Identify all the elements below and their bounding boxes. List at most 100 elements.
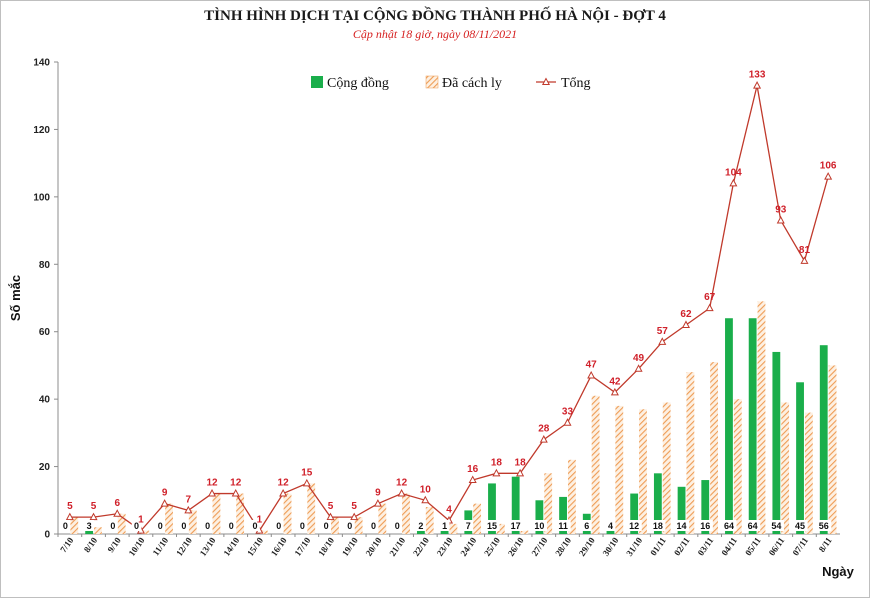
isolated-bar [117,513,126,534]
community-value-label: 0 [395,521,400,531]
isolated-bar [236,493,245,534]
community-label-bg [202,520,213,531]
total-value-label: 7 [186,494,192,505]
community-value-label: 7 [466,521,471,531]
y-tick-label: 120 [33,125,50,136]
community-value-label: 0 [134,521,139,531]
community-value-label: 4 [608,521,613,531]
community-label-bg [179,520,189,531]
total-marker [207,488,217,497]
isolated-bar [710,362,718,534]
community-value-label: 10 [534,521,544,531]
community-label-bg [131,520,142,531]
total-marker [184,505,193,514]
community-bar [488,483,496,534]
x-tick-label: 14/10 [221,535,241,558]
community-value-label: 0 [158,521,163,531]
community-value-label: 56 [819,521,829,531]
total-marker [160,499,169,507]
community-label-bg [745,520,761,531]
community-label-bg [416,520,426,531]
x-tick-label: 29/10 [577,535,597,558]
community-value-label: 6 [584,521,589,531]
community-label-bg [605,520,616,531]
x-tick-label: 26/10 [506,535,526,558]
legend-label-isolated: Đã cách ly [442,76,502,91]
chart-title: TÌNH HÌNH DỊCH TẠI CỘNG ĐỒNG THÀNH PHỐ H… [204,8,666,24]
x-tick-label: 11/10 [151,535,171,558]
total-value-label: 93 [775,204,787,215]
x-tick-label: 06/11 [767,535,787,558]
community-label-bg [297,520,308,531]
total-marker [587,370,596,379]
community-value-label: 3 [87,521,92,531]
legend-label-community: Cộng đồng [327,76,389,91]
isolated-bar [567,459,576,534]
x-tick-label: 28/10 [553,535,573,558]
total-value-label: 33 [562,407,574,418]
community-value-label: 0 [181,521,186,531]
y-tick-label: 20 [39,462,51,473]
legend-label-total: Tổng [561,76,591,91]
total-value-label: 62 [680,309,692,320]
community-value-label: 17 [511,521,521,531]
y-tick-label: 140 [33,58,50,69]
x-tick-label: 30/10 [601,535,621,558]
isolated-bar [307,483,316,534]
community-label-bg [531,520,547,531]
total-value-label: 4 [446,505,452,516]
total-value-label: 18 [515,457,527,468]
total-marker [89,512,98,521]
total-value-label: 16 [467,464,479,475]
isolated-bar [449,523,458,534]
total-marker [824,172,833,180]
community-label-bg [108,520,118,531]
x-tick-label: 9/10 [106,535,124,554]
x-tick-label: 07/11 [790,535,810,558]
isolated-bar [591,395,600,534]
total-value-label: 12 [278,478,290,489]
isolated-bar [686,372,695,534]
community-label-bg [368,520,379,531]
total-marker [65,512,74,521]
isolated-bar [378,503,387,534]
x-tick-label: 21/10 [387,535,407,558]
total-value-label: 42 [609,376,621,387]
community-value-label: 15 [487,521,497,531]
isolated-bar [425,507,434,534]
isolated-bar [757,301,766,534]
total-marker [563,418,572,426]
community-value-label: 0 [300,521,305,531]
community-bar [796,382,804,534]
community-value-label: 12 [629,521,639,531]
community-value-label: 1 [442,521,447,531]
total-value-label: 6 [114,498,120,509]
community-label-bg [463,520,474,531]
y-tick-label: 60 [39,327,51,338]
isolated-bar [331,517,339,534]
x-tick-label: 18/10 [316,535,336,558]
total-marker [729,178,738,187]
isolated-bar [283,493,292,534]
total-value-label: 28 [538,424,550,435]
total-marker [492,468,501,477]
total-marker [421,495,430,504]
community-label-bg [697,520,713,531]
total-value-label: 18 [491,457,503,468]
isolated-bar [259,530,268,534]
x-tick-label: 8/11 [817,535,834,554]
isolated-bar [94,527,102,534]
total-value-label: 1 [257,515,263,526]
total-marker [279,488,288,497]
total-value-label: 106 [820,161,837,172]
total-marker [658,337,667,345]
x-tick-label: 27/10 [529,535,549,558]
x-tick-label: 02/11 [672,535,692,558]
community-value-label: 54 [771,521,781,531]
x-tick-label: 7/10 [58,535,76,554]
community-bar [630,493,639,534]
total-marker [681,320,691,328]
total-value-label: 9 [375,488,381,499]
total-value-label: 133 [749,70,766,81]
community-bar [677,486,686,534]
